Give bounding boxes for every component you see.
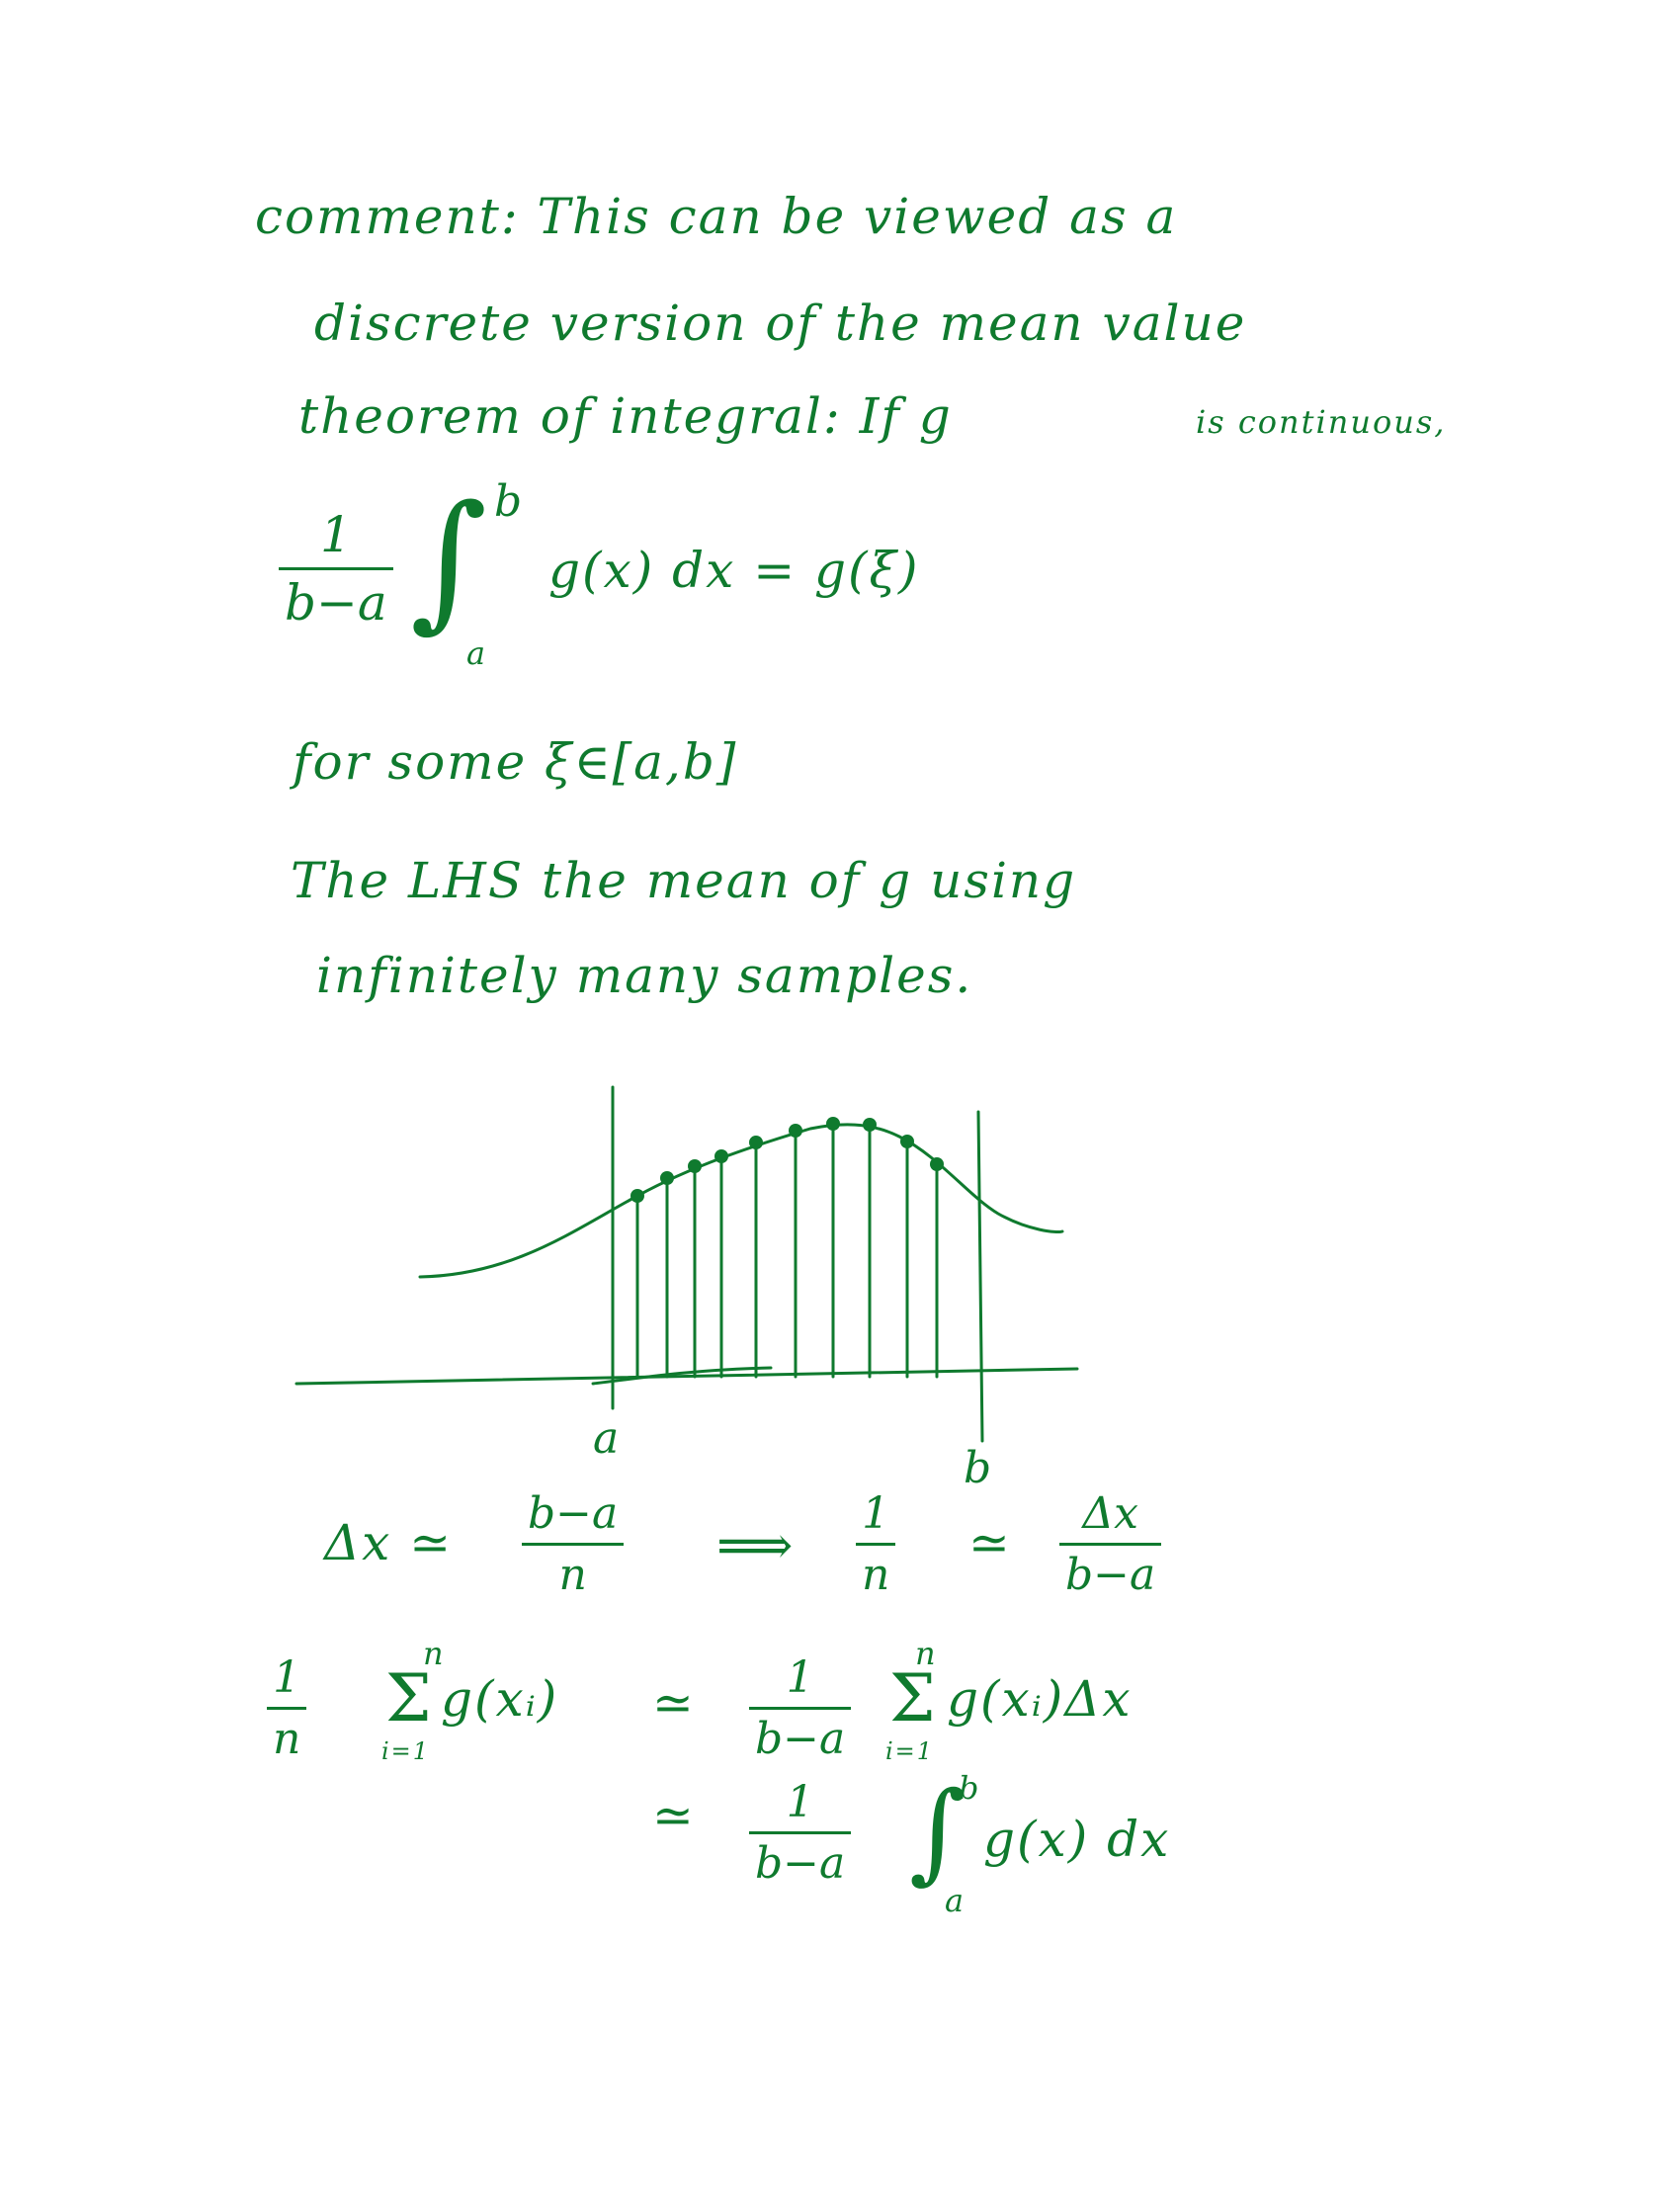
row1-fraction-3: Δx b−a	[1059, 1488, 1161, 1600]
sample-lines	[637, 1124, 937, 1377]
label-b: b	[964, 1443, 991, 1493]
row1-fraction-1-bar	[522, 1543, 624, 1546]
row2-right-sum-symbol: Σ	[889, 1660, 936, 1736]
row3-integrand: g(x) dx	[983, 1811, 1170, 1868]
boundary-b-line	[978, 1112, 982, 1441]
row2-right-fraction: 1 b−a	[749, 1652, 851, 1764]
delta-x-approx: Δx ≃	[324, 1514, 453, 1571]
row2-fraction-denominator: n	[267, 1714, 306, 1764]
sample-point	[930, 1157, 944, 1171]
row2-term: g(xᵢ)	[441, 1670, 558, 1728]
row1-approx-symbol: ≃	[968, 1514, 1010, 1571]
row2-sum-lower: i=1	[381, 1737, 430, 1765]
row1-fraction-2-bar	[856, 1543, 895, 1546]
function-curve	[420, 1125, 1062, 1277]
sample-point	[749, 1136, 763, 1149]
sample-point	[789, 1124, 802, 1138]
row2-sum-symbol: Σ	[385, 1660, 432, 1736]
row1-fraction-3-bar	[1059, 1543, 1161, 1546]
x-axis	[296, 1369, 1077, 1384]
row2-right-term: g(xᵢ)Δx	[947, 1670, 1133, 1728]
row1-fraction-2-numerator: 1	[856, 1488, 895, 1539]
row2-right-fraction-denominator: b−a	[749, 1714, 851, 1764]
row2-right-fraction-numerator: 1	[781, 1652, 820, 1703]
row2-right-sum-lower: i=1	[885, 1737, 934, 1765]
row3-approx-symbol: ≃	[652, 1787, 694, 1844]
row3-integral-lower: a	[945, 1882, 966, 1919]
row1-fraction-2: 1 n	[856, 1488, 895, 1600]
label-a: a	[593, 1413, 619, 1464]
row3-fraction-numerator: 1	[781, 1777, 820, 1827]
sample-point	[900, 1135, 914, 1148]
row1-fraction-3-numerator: Δx	[1076, 1488, 1144, 1539]
row1-fraction-1: b−a n	[522, 1488, 624, 1600]
row2-fraction-bar	[267, 1707, 306, 1710]
row2-approx-symbol: ≃	[652, 1674, 694, 1732]
row3-fraction: 1 b−a	[749, 1777, 851, 1889]
sample-point	[688, 1159, 702, 1173]
sample-point	[826, 1117, 840, 1131]
row3-fraction-bar	[749, 1831, 851, 1834]
row3-fraction-denominator: b−a	[749, 1838, 851, 1889]
sample-point	[630, 1189, 644, 1203]
row3-integral-sign: ∫	[909, 1777, 966, 1886]
row1-fraction-1-numerator: b−a	[522, 1488, 624, 1539]
sample-points	[630, 1117, 944, 1203]
row2-fraction-numerator: 1	[267, 1652, 306, 1703]
row1-fraction-1-denominator: n	[552, 1550, 592, 1600]
row1-fraction-2-denominator: n	[856, 1550, 895, 1600]
sample-point	[660, 1171, 674, 1185]
implies-symbol: ⟹	[716, 1514, 793, 1576]
sample-point	[863, 1118, 877, 1132]
sample-point	[714, 1149, 728, 1163]
row1-fraction-3-denominator: b−a	[1059, 1550, 1161, 1600]
row2-right-fraction-bar	[749, 1707, 851, 1710]
row3-integral-upper: b	[959, 1769, 980, 1807]
row2-fraction: 1 n	[267, 1652, 306, 1764]
